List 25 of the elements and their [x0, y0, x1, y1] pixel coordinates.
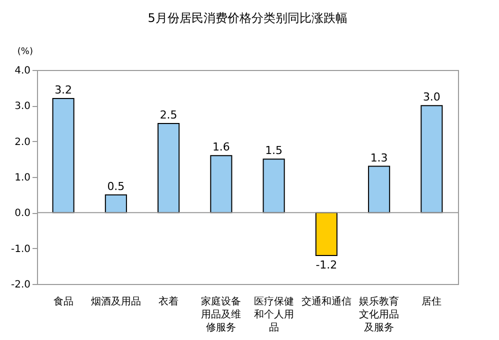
x-tick-label: 居住 — [422, 296, 442, 308]
x-tick-label: 家庭设备用品及维修服务 — [201, 296, 242, 334]
data-label: 3.2 — [54, 84, 72, 97]
y-tick-label: -2.0 — [10, 280, 30, 290]
y-tick-label: 0.0 — [14, 208, 30, 220]
data-label: 1.3 — [370, 151, 388, 164]
y-tick-label: 4.0 — [14, 66, 30, 76]
y-tick-label: 1.0 — [14, 172, 30, 184]
x-tick-label: 娱乐教育文化用品及服务 — [359, 296, 400, 334]
x-tick-label: 烟酒及用品 — [90, 296, 141, 308]
y-tick-label: 2.0 — [14, 136, 30, 148]
y-tick-label: -1.0 — [10, 244, 30, 255]
x-tick-label: 衣着 — [158, 296, 179, 308]
data-label: 1.6 — [212, 140, 230, 154]
data-label: 3.0 — [422, 90, 440, 104]
data-label: 2.5 — [160, 108, 178, 122]
x-tick-label: 交通和通信 — [301, 296, 352, 308]
data-label: 0.5 — [107, 180, 125, 193]
x-tick-label: 食品 — [53, 296, 74, 308]
x-tick-label: 医疗保健和个人用品 — [254, 296, 294, 334]
data-label: 1.5 — [265, 144, 283, 158]
y-axis-title: (%) — [17, 47, 33, 57]
chart-title: 5月份居民消费价格分类别同比涨跌幅 — [148, 11, 348, 25]
data-label: -1.2 — [316, 258, 338, 272]
y-tick-label: 3.0 — [14, 101, 30, 112]
